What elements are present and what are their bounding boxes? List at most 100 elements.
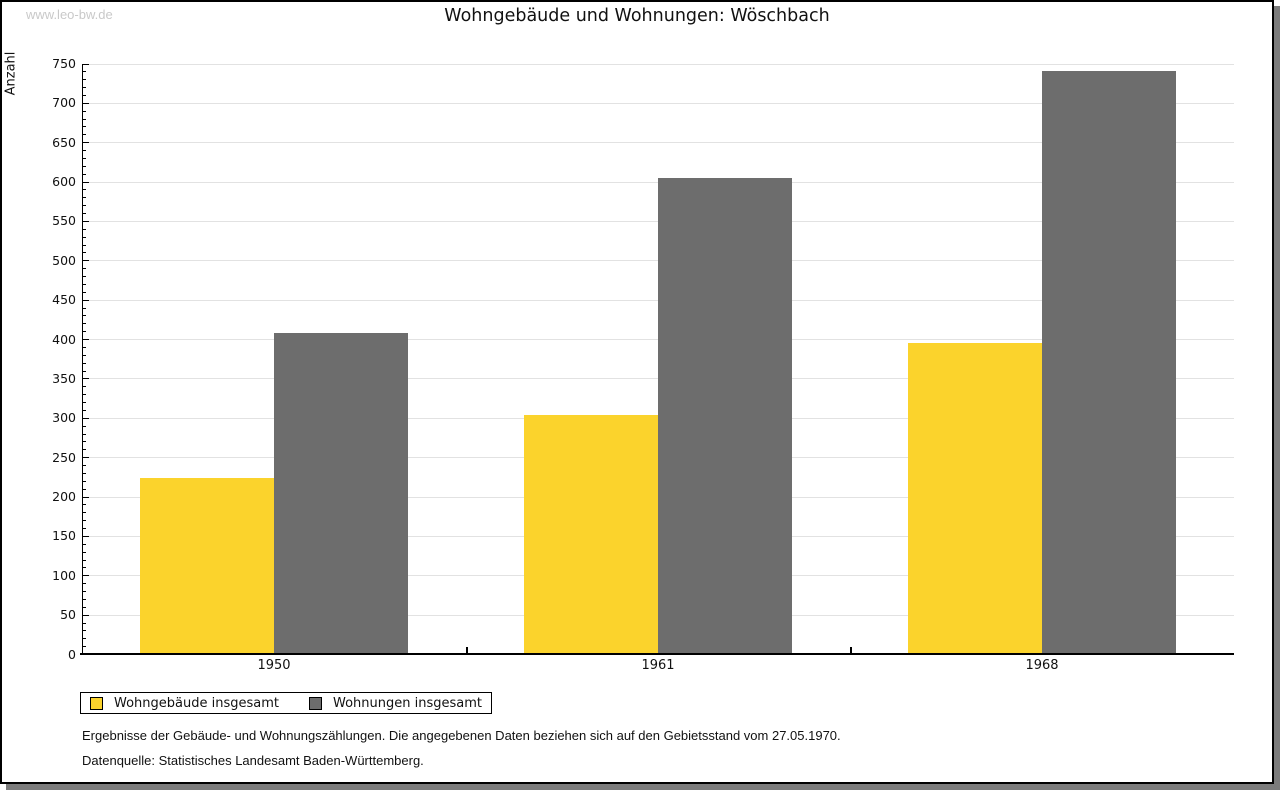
bar-wohngebaeude <box>908 343 1042 654</box>
y-axis-minor-tick <box>82 205 86 207</box>
y-axis-major-tick <box>82 614 89 616</box>
x-axis-separator-tick <box>850 647 852 654</box>
legend-box: Wohngebäude insgesamt Wohnungen insgesam… <box>80 692 492 714</box>
y-axis-minor-tick <box>82 268 86 270</box>
y-axis-major-tick <box>82 220 89 222</box>
y-axis-minor-tick <box>82 528 86 530</box>
x-tick-label: 1961 <box>641 658 675 673</box>
y-axis-minor-tick <box>82 165 86 167</box>
y-axis-minor-tick <box>82 606 86 608</box>
y-axis-minor-tick <box>82 79 86 81</box>
y-tick-label: 650 <box>52 134 76 150</box>
y-axis-major-tick <box>82 535 89 537</box>
y-axis-line <box>82 63 83 654</box>
bar-wohnungen <box>274 332 408 654</box>
y-axis-major-tick <box>82 181 89 183</box>
y-axis-minor-tick <box>82 157 86 159</box>
y-axis-minor-tick <box>82 94 86 96</box>
bar-wohngebaeude <box>140 477 274 654</box>
legend-label: Wohngebäude insgesamt <box>114 695 279 711</box>
y-axis-minor-tick <box>82 87 86 89</box>
y-axis-minor-tick <box>82 402 86 404</box>
y-axis-minor-tick <box>82 638 86 640</box>
y-axis-minor-tick <box>82 307 86 309</box>
footnote-data-source: Datenquelle: Statistisches Landesamt Bad… <box>82 753 424 768</box>
y-axis-major-tick <box>82 457 89 459</box>
y-axis-minor-tick <box>82 189 86 191</box>
y-axis-minor-tick <box>82 504 86 506</box>
y-axis-minor-tick <box>82 71 86 73</box>
y-tick-label: 550 <box>52 213 76 229</box>
y-tick-label: 450 <box>52 292 76 308</box>
y-axis-minor-tick <box>82 441 86 443</box>
y-tick-label: 250 <box>52 449 76 465</box>
y-axis-minor-tick <box>82 370 86 372</box>
y-axis-minor-tick <box>82 465 86 467</box>
bar-wohnungen <box>658 178 792 654</box>
legend-swatch-yellow <box>90 696 103 710</box>
y-axis-minor-tick <box>82 150 86 152</box>
y-axis-minor-tick <box>82 213 86 215</box>
chart-title: Wohngebäude und Wohnungen: Wöschbach <box>444 6 830 26</box>
y-axis-minor-tick <box>82 591 86 592</box>
y-axis-minor-tick <box>82 236 86 238</box>
y-axis-minor-tick <box>82 559 86 561</box>
y-axis-minor-tick <box>82 118 86 120</box>
y-axis-minor-tick <box>82 394 86 396</box>
legend-item-wohngebaeude: Wohngebäude insgesamt <box>90 696 279 711</box>
y-axis-minor-tick <box>82 228 86 230</box>
footnote-source-note: Ergebnisse der Gebäude- und Wohnungszähl… <box>82 728 841 743</box>
y-tick-label: 100 <box>52 567 76 583</box>
legend-swatch-gray <box>309 696 322 710</box>
y-axis-minor-tick <box>82 197 86 199</box>
y-axis-minor-tick <box>82 409 86 411</box>
y-axis-minor-tick <box>82 425 86 427</box>
y-tick-label: 200 <box>52 489 76 505</box>
y-axis-major-tick <box>82 260 89 262</box>
y-axis-minor-tick <box>82 551 86 553</box>
y-axis-minor-tick <box>82 323 86 325</box>
y-axis-minor-tick <box>82 512 86 514</box>
y-axis-minor-tick <box>82 488 86 490</box>
bar-wohngebaeude <box>524 414 658 654</box>
x-tick-label: 1950 <box>257 658 291 673</box>
y-axis-minor-tick <box>82 622 86 624</box>
bar-wohnungen <box>1042 71 1176 654</box>
legend-item-wohnungen: Wohnungen insgesamt <box>309 696 482 711</box>
y-axis-major-tick <box>82 142 89 144</box>
y-axis-major-tick <box>82 102 89 104</box>
y-gridline <box>82 63 1234 65</box>
y-axis-minor-tick <box>82 252 86 254</box>
y-axis-minor-tick <box>82 244 86 246</box>
y-axis-minor-tick <box>82 283 86 285</box>
y-axis-minor-tick <box>82 173 86 175</box>
y-axis-minor-tick <box>82 386 86 388</box>
y-tick-label: 350 <box>52 370 76 386</box>
y-axis-minor-tick <box>82 598 86 600</box>
y-axis-minor-tick <box>82 346 86 348</box>
y-tick-label: 0 <box>68 646 76 662</box>
y-tick-label: 750 <box>52 56 76 71</box>
y-gridline <box>82 102 1234 104</box>
y-tick-label: 50 <box>60 607 76 623</box>
y-tick-label: 300 <box>52 410 76 426</box>
y-tick-label: 600 <box>52 174 76 190</box>
watermark-url: www.leo-bw.de <box>26 7 113 22</box>
y-axis-minor-tick <box>82 134 86 136</box>
y-axis-minor-tick <box>82 472 86 474</box>
y-axis-minor-tick <box>82 449 86 451</box>
y-tick-label: 700 <box>52 95 76 111</box>
y-axis-minor-tick <box>82 543 86 545</box>
y-axis-minor-tick <box>82 583 86 585</box>
y-axis-minor-tick <box>82 276 86 278</box>
y-axis-minor-tick <box>82 646 86 648</box>
plot-area: 1950 1961 1968 0 50 100 150 200 250 300 350 400 450 5… <box>2 2 1272 782</box>
legend-label: Wohnungen insgesamt <box>333 695 482 711</box>
y-axis-major-tick <box>82 575 89 577</box>
y-axis-minor-tick <box>82 291 86 293</box>
x-tick-label: 1968 <box>1025 658 1059 673</box>
y-axis-minor-tick <box>82 567 86 569</box>
y-axis-major-tick <box>82 496 89 498</box>
y-axis-major-tick <box>82 417 89 419</box>
